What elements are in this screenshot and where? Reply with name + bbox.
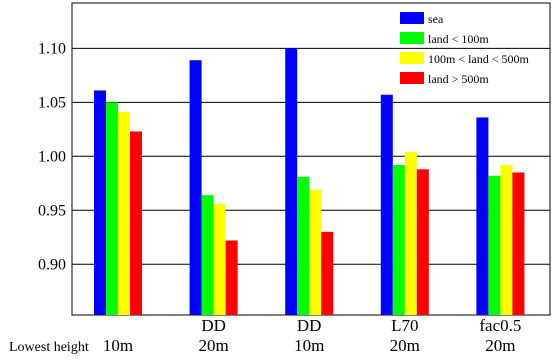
bar-land-500m: [512, 172, 525, 315]
x-tick-label-bottom: 20m: [390, 336, 420, 355]
x-tick-label-bottom: 10m: [294, 336, 324, 355]
bar-sea: [94, 90, 106, 315]
bar-sea: [285, 48, 298, 315]
x-tick-label-bottom: 20m: [485, 336, 515, 355]
y-tick-label: 1.10: [38, 40, 66, 57]
x-tick-label-top: DD: [201, 316, 226, 335]
bar-land-500m: [225, 240, 238, 315]
bar-100m-land-500m: [404, 151, 417, 315]
bar-sea: [189, 60, 202, 316]
x-axis-labels: Lowest height 10mDD20mDD10mL7020mfac0.52…: [9, 316, 521, 355]
bar-100m-land-500m: [118, 112, 130, 316]
legend-swatch: [400, 72, 424, 84]
bar-land-100m: [297, 176, 310, 315]
legend-label: land < 100m: [428, 32, 489, 46]
bar-land-100m: [392, 164, 405, 315]
y-tick-label: 1.00: [38, 148, 66, 165]
y-tick-label: 0.95: [38, 202, 66, 219]
bar-land-100m: [106, 102, 118, 315]
x-tick-label-bottom: 20m: [198, 336, 228, 355]
legend: sea land < 100m 100m < land < 500m land > 5…: [400, 12, 530, 86]
bar-sea: [476, 117, 489, 315]
bar-land-500m: [321, 231, 334, 315]
bar-land-100m: [488, 175, 501, 315]
x-row-label: Lowest height: [9, 340, 89, 355]
grid-lines: [72, 47, 550, 265]
legend-label: land > 500m: [428, 72, 489, 86]
legend-swatch: [400, 32, 424, 44]
x-tick-label-bottom: 10m: [103, 336, 133, 355]
bar-100m-land-500m: [213, 203, 226, 315]
x-tick-label-top: DD: [297, 316, 322, 335]
y-tick-label: 0.90: [38, 256, 66, 273]
legend-label: 100m < land < 500m: [428, 52, 530, 66]
x-tick-label-top: L70: [391, 316, 418, 335]
legend-swatch: [400, 52, 424, 64]
bar-sea: [380, 94, 393, 315]
legend-label: sea: [428, 12, 444, 26]
y-axis-ticks: 0.90 0.95 1.00 1.05 1.10: [38, 40, 66, 273]
bar-land-500m: [130, 131, 142, 315]
bar-land-100m: [201, 195, 214, 315]
bar-land-500m: [416, 169, 429, 315]
bar-100m-land-500m: [309, 189, 322, 315]
x-tick-label-top: fac0.5: [479, 316, 521, 335]
legend-swatch: [400, 12, 424, 24]
bars: [94, 48, 525, 316]
y-tick-label: 1.05: [38, 94, 66, 111]
bar-100m-land-500m: [500, 164, 513, 315]
